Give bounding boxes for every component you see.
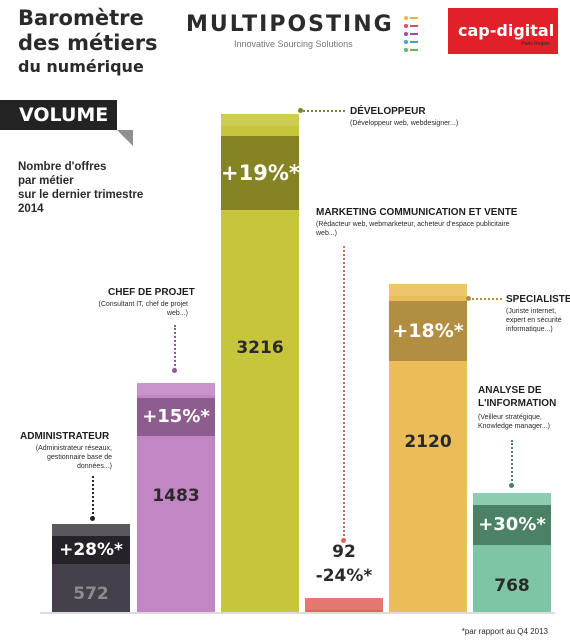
category-detail: (Rédacteur web, webmarketeur, acheteur d…	[316, 220, 516, 238]
leader-line	[343, 246, 345, 540]
bar-top-strip	[473, 493, 551, 505]
bar-top-strip	[52, 524, 130, 536]
leader-dot	[466, 296, 471, 301]
bar-0: +28%* 572	[52, 524, 130, 612]
category-detail: (Veilleur stratégique, Knowledge manager…	[478, 413, 568, 431]
value-label: 92	[305, 542, 383, 562]
category-label: SPECIALISTE	[506, 293, 570, 306]
bar-1: +15%* 1483	[137, 383, 215, 612]
change-band: +19%*	[221, 136, 299, 210]
value-label: 3216	[221, 338, 299, 358]
bar-4: +18%* 2120	[389, 284, 467, 612]
value-label: 572	[52, 584, 130, 604]
leader-dot	[172, 368, 177, 373]
category-label: CHEF DE PROJET	[108, 286, 195, 299]
bar-2: +19%* 3216	[221, 114, 299, 612]
footnote: *par rapport au Q4 2013	[462, 627, 548, 636]
category-detail: (Consultant IT, chef de projet web...)	[88, 300, 188, 318]
baseline	[40, 612, 555, 614]
change-band: +30%*	[473, 505, 551, 545]
leader-line	[468, 298, 502, 300]
value-label: 768	[473, 576, 551, 596]
leader-line	[174, 325, 176, 370]
bar-top-strip	[221, 114, 299, 126]
change-band: +28%*	[52, 536, 130, 564]
leader-dot	[341, 538, 346, 543]
leader-line	[511, 440, 513, 485]
leader-line	[300, 110, 345, 112]
category-label: ADMINISTRATEUR	[20, 430, 109, 443]
leader-dot	[90, 516, 95, 521]
bar-top-strip	[389, 284, 467, 296]
category-detail: (Juriste internet, expert en sécurité in…	[506, 307, 570, 334]
bar-top-strip	[305, 598, 383, 610]
category-detail: (Développeur web, webdesigner...)	[350, 119, 550, 128]
change-band: +18%*	[389, 301, 467, 361]
bar-5: +30%* 768	[473, 493, 551, 612]
change-band: +15%*	[137, 398, 215, 436]
leader-dot	[298, 108, 303, 113]
category-label: MARKETING COMMUNICATION ET VENTE	[316, 206, 517, 219]
category-label: ANALYSE DE L'INFORMATION	[478, 384, 570, 410]
value-label: 2120	[389, 432, 467, 452]
bar-3	[305, 598, 383, 612]
value-label: 1483	[137, 486, 215, 506]
category-label: DÉVELOPPEUR	[350, 105, 426, 118]
leader-dot	[509, 483, 514, 488]
change-label: -24%*	[305, 566, 383, 586]
category-detail: (Administrateur réseaux, gestionnaire ba…	[20, 444, 112, 471]
bar-top-strip	[137, 383, 215, 395]
leader-line	[92, 476, 94, 518]
